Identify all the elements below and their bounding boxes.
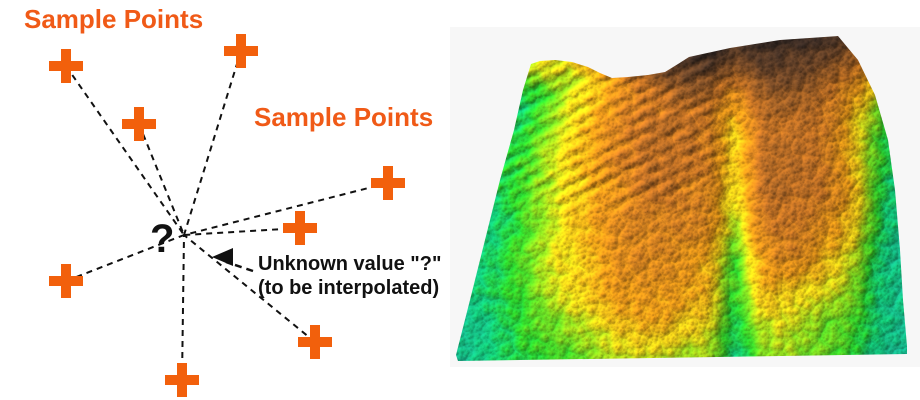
- svg-text:?: ?: [150, 217, 174, 261]
